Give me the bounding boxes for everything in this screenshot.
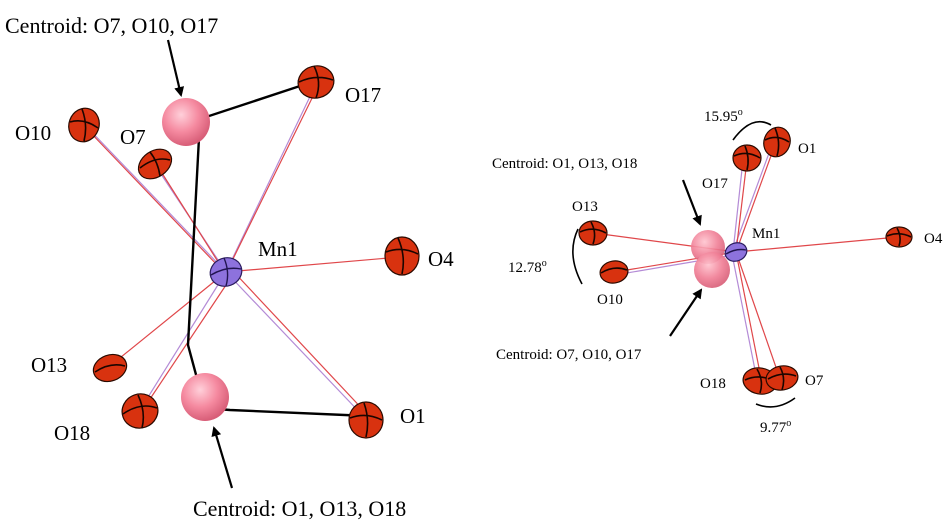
right-atom-o17 (732, 144, 762, 172)
left-panel: Centroid: O7, O10, O17 Centroid: O1, O13… (5, 13, 454, 521)
right-label-o4: O4 (924, 231, 943, 247)
angle-label-top: 15.95o (704, 107, 743, 125)
label-centroid-bottom: Centroid: O1, O13, O18 (193, 496, 406, 521)
atom-o1 (348, 401, 384, 439)
right-label-centroid-top: Centroid: O1, O13, O18 (492, 156, 637, 172)
right-centroid-sphere-bottom (694, 252, 730, 288)
bond-r-mn1-o18 (735, 251, 762, 379)
right-label-o18: O18 (700, 376, 726, 392)
bond-mn1-o17 (225, 83, 317, 273)
left-bonds (84, 83, 401, 419)
label-o17: O17 (345, 83, 381, 107)
right-atom-o4 (885, 226, 913, 248)
right-label-centroid-bottom: Centroid: O7, O10, O17 (496, 347, 642, 363)
bond-r-mn1-o4 (735, 236, 899, 253)
bond-mn1-o10 (84, 124, 227, 273)
atom-o10 (68, 107, 100, 143)
centroid-sphere-top (162, 98, 210, 146)
atom-mn1 (209, 257, 243, 287)
right-label-o7: O7 (805, 373, 824, 389)
bond-mn1-o1 (225, 271, 366, 419)
right-label-o10: O10 (597, 292, 623, 308)
right-atom-o1 (763, 126, 791, 158)
right-atom-mn1 (724, 242, 748, 262)
label-o4: O4 (428, 247, 454, 271)
angle-arc-left (572, 228, 583, 285)
label-o18: O18 (54, 421, 90, 445)
arrow-to-centroid-bottom (211, 426, 234, 489)
right-bonds (593, 141, 899, 381)
atom-o18 (121, 393, 159, 429)
right-label-o1: O1 (798, 141, 816, 157)
right-panel: Centroid: O1, O13, O18 Centroid: O7, O10… (492, 107, 943, 436)
label-o1: O1 (400, 404, 426, 428)
right-arrow-to-centroid-bottom (669, 288, 703, 337)
angle-arc-bottom (755, 397, 796, 408)
right-label-o13: O13 (572, 199, 598, 215)
right-arrow-to-centroid-top (681, 179, 702, 226)
atom-o17 (297, 65, 335, 99)
label-o10: O10 (15, 121, 51, 145)
angle-arc-top (732, 121, 772, 141)
label-o13: O13 (31, 353, 67, 377)
bond-r-mn1-o1 (735, 141, 777, 253)
right-atom-o13 (578, 220, 608, 246)
arrow-to-centroid-top (166, 39, 185, 97)
right-label-o17: O17 (702, 176, 728, 192)
bond-r-mn1-o17 (735, 159, 748, 253)
angle-label-left: 12.78o (508, 258, 547, 276)
right-atom-o7 (765, 365, 799, 391)
angle-label-bottom: 9.77o (760, 418, 791, 436)
centroid-sphere-bottom (181, 373, 229, 421)
bond-mn1-o13 (109, 271, 227, 367)
right-atom-o10 (599, 260, 629, 284)
label-o7: O7 (120, 125, 146, 149)
bond-mn1-o4 (225, 256, 401, 273)
atom-o13 (92, 353, 128, 383)
atom-o4 (384, 236, 420, 276)
bond-mn1-o18 (139, 271, 227, 411)
atom-o7 (137, 148, 173, 180)
label-mn1: Mn1 (258, 237, 298, 261)
right-label-mn1: Mn1 (752, 226, 780, 242)
bond-r-mn1-o7 (735, 251, 780, 377)
label-centroid-top: Centroid: O7, O10, O17 (5, 13, 218, 38)
